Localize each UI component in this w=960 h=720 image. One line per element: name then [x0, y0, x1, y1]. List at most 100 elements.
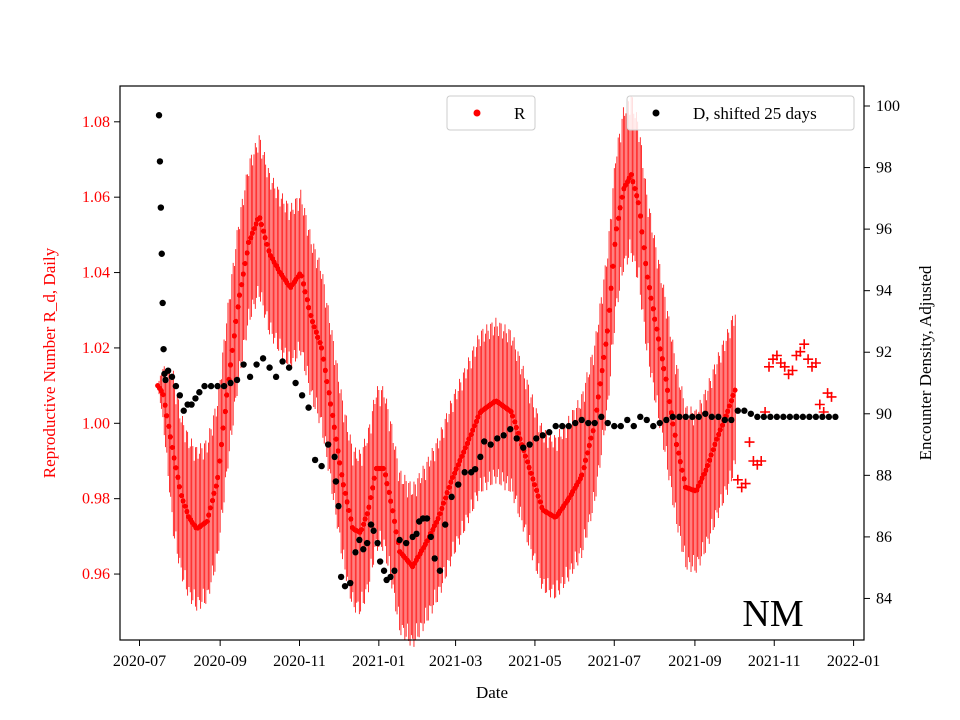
d-point: [812, 413, 820, 421]
r-plus-point: [814, 399, 825, 410]
d-point: [266, 364, 273, 371]
r-point: [313, 329, 319, 335]
d-point: [352, 549, 359, 556]
d-point: [423, 515, 431, 522]
r-point: [526, 464, 532, 471]
r-point: [180, 498, 186, 504]
d-point: [461, 469, 468, 476]
d-point: [360, 546, 367, 553]
r-point: [643, 260, 649, 267]
r-point: [637, 213, 643, 219]
r-point: [646, 285, 652, 291]
d-point: [760, 413, 768, 421]
r-point: [266, 248, 272, 254]
r-point: [340, 482, 347, 488]
d-point: [630, 422, 637, 430]
r-point: [708, 452, 714, 458]
y-right-tick-label: 94: [876, 283, 892, 300]
r-point: [579, 472, 585, 478]
r-plus-point: [744, 437, 755, 448]
r-point: [329, 412, 336, 418]
y-right-tick-label: 92: [876, 344, 892, 361]
r-point: [628, 171, 634, 178]
d-point: [332, 478, 340, 485]
r-point: [706, 457, 713, 463]
r-point: [362, 516, 368, 522]
d-point: [767, 413, 774, 421]
y-right-tick-label: 88: [876, 467, 892, 484]
r-point: [532, 482, 538, 488]
r-point: [304, 297, 310, 303]
r-point: [608, 285, 614, 291]
r-plus-point: [779, 361, 790, 372]
r-point: [262, 235, 268, 241]
r-point: [588, 435, 594, 441]
r-point: [639, 229, 645, 235]
d-point: [396, 536, 403, 544]
r-point: [666, 398, 673, 405]
x-tick-label: 2020-09: [193, 653, 246, 670]
r-point: [224, 392, 230, 398]
r-point: [581, 465, 587, 471]
r-point: [309, 318, 316, 325]
r-point: [712, 441, 718, 447]
r-plus-point: [732, 474, 743, 485]
y-right-tick-label: 84: [876, 590, 892, 607]
d-point: [773, 413, 781, 421]
r-point: [586, 442, 592, 449]
d-point: [702, 410, 709, 417]
d-point: [572, 419, 579, 427]
d-point: [715, 413, 722, 421]
r-point: [453, 466, 459, 472]
r-point: [679, 467, 685, 473]
r-point: [635, 200, 642, 206]
r-point: [251, 225, 257, 232]
r-point: [386, 489, 392, 495]
r-point: [308, 312, 314, 319]
r-point: [231, 333, 237, 339]
d-point: [162, 376, 169, 384]
r-point: [184, 508, 190, 515]
d-point: [168, 373, 176, 381]
r-point: [732, 387, 738, 393]
r-point: [175, 474, 181, 480]
y-left-tick-label: 0.98: [82, 491, 110, 508]
r-point: [264, 241, 270, 247]
d-point: [220, 382, 228, 390]
d-point: [159, 299, 166, 307]
d-point: [441, 521, 449, 528]
r-point: [512, 419, 518, 425]
r-point: [388, 498, 394, 504]
d-point: [780, 413, 787, 421]
r-point: [715, 431, 722, 438]
r-point: [380, 465, 387, 472]
r-point: [237, 292, 243, 298]
r-point: [209, 497, 215, 504]
d-point: [526, 441, 533, 448]
r-point: [366, 504, 372, 510]
state-annotation: NM: [742, 593, 803, 635]
r-point: [593, 407, 600, 413]
r-point: [641, 245, 647, 251]
r-plus-point: [799, 339, 810, 350]
r-point: [522, 453, 529, 459]
r-point: [220, 425, 226, 431]
y-right-axis-ticks: 84 86 88 90 92 94 96 98 100: [864, 98, 900, 607]
legend-d-box: [626, 95, 855, 131]
r-point: [390, 508, 396, 514]
r-point: [726, 403, 733, 409]
x-axis-title: Date: [476, 683, 508, 702]
r-point: [242, 260, 248, 267]
d-point: [734, 407, 742, 414]
r-error-bands: [158, 96, 736, 647]
d-point: [347, 579, 354, 587]
r-point: [470, 427, 476, 433]
r-point: [606, 307, 612, 313]
legend-r-box: [446, 95, 536, 131]
d-point: [695, 413, 703, 421]
r-point: [705, 462, 711, 469]
d-point: [624, 416, 631, 424]
d-point: [285, 364, 293, 371]
d-point: [637, 413, 644, 421]
